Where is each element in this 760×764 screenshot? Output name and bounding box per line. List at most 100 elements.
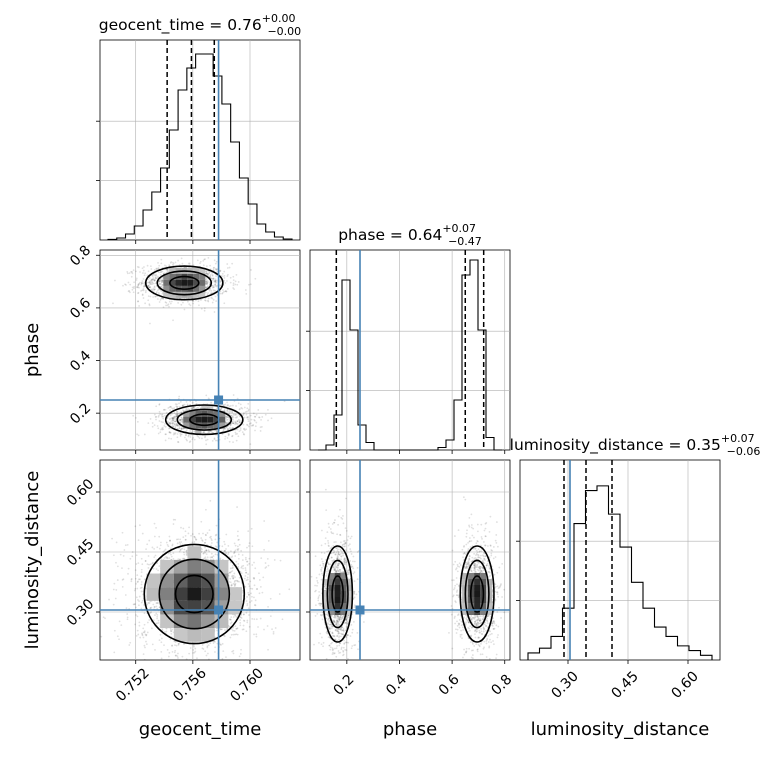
density-cell xyxy=(219,417,225,423)
sample-point xyxy=(143,653,145,655)
sample-point xyxy=(188,263,190,265)
sample-point xyxy=(238,554,240,556)
sample-point xyxy=(219,279,221,281)
sample-point xyxy=(235,432,237,434)
sample-point xyxy=(207,294,209,296)
sample-point xyxy=(227,274,229,276)
sample-point xyxy=(226,263,228,265)
sample-point xyxy=(185,535,187,537)
sample-point xyxy=(248,614,250,616)
sample-point xyxy=(235,561,237,563)
sample-point xyxy=(156,618,158,620)
sample-point xyxy=(209,275,211,277)
sample-point xyxy=(188,434,190,436)
sample-point xyxy=(235,550,237,552)
sample-point xyxy=(112,302,114,304)
sample-point xyxy=(213,555,215,557)
sample-point xyxy=(242,554,244,556)
sample-point xyxy=(240,653,242,655)
sample-point xyxy=(137,581,139,583)
sample-point xyxy=(280,560,282,562)
sample-point xyxy=(231,634,233,636)
sample-point xyxy=(231,435,233,437)
sample-point xyxy=(163,306,165,308)
sample-point xyxy=(213,281,215,283)
sample-point xyxy=(142,533,144,535)
sample-point xyxy=(246,407,248,409)
sample-point xyxy=(186,440,188,442)
sample-point xyxy=(172,319,174,321)
sample-point xyxy=(169,301,171,303)
sample-point xyxy=(255,604,257,606)
sample-point xyxy=(233,288,235,290)
sample-point xyxy=(151,627,153,629)
sample-point xyxy=(141,581,143,583)
sample-point xyxy=(231,628,233,630)
sample-point xyxy=(204,299,206,301)
sample-point xyxy=(245,559,247,561)
sample-point xyxy=(238,402,240,404)
sample-point xyxy=(163,425,165,427)
sample-point xyxy=(194,541,196,543)
sample-point xyxy=(130,580,132,582)
sample-point xyxy=(245,557,247,559)
sample-point xyxy=(134,588,136,590)
sample-point xyxy=(246,622,248,624)
sample-point xyxy=(250,415,252,417)
title-main: geocent_time = 0.76 xyxy=(99,16,262,35)
sample-point xyxy=(251,618,253,620)
density-cell xyxy=(175,280,181,286)
sample-point xyxy=(212,302,214,304)
density-cell xyxy=(201,417,207,423)
sample-point xyxy=(165,269,167,271)
sample-point xyxy=(232,419,234,421)
sample-point xyxy=(160,271,162,273)
sample-point xyxy=(251,419,253,421)
sample-point xyxy=(137,599,139,601)
sample-point xyxy=(135,270,137,272)
sample-point xyxy=(253,413,255,415)
sample-point xyxy=(142,272,144,274)
sample-point xyxy=(267,420,269,422)
sample-point xyxy=(204,258,206,260)
sample-point xyxy=(258,416,260,418)
sample-point xyxy=(190,647,192,649)
sample-point xyxy=(205,443,207,445)
sample-point xyxy=(148,270,150,272)
sample-point xyxy=(177,433,179,435)
sample-point xyxy=(158,536,160,538)
sample-point xyxy=(247,592,249,594)
sample-point xyxy=(247,573,249,575)
sample-point xyxy=(131,276,133,278)
sample-point xyxy=(273,631,275,633)
sample-point xyxy=(232,405,234,407)
sample-point xyxy=(248,583,250,585)
sample-point xyxy=(160,259,162,261)
sample-point xyxy=(122,579,124,581)
sample-point xyxy=(180,401,182,403)
sample-point xyxy=(263,520,265,522)
sample-point xyxy=(190,436,192,438)
sample-point xyxy=(149,277,151,279)
sample-point xyxy=(180,304,182,306)
sample-point xyxy=(155,419,157,421)
sample-point xyxy=(240,403,242,405)
sample-point xyxy=(225,656,227,658)
sample-point xyxy=(224,436,226,438)
sample-point xyxy=(205,539,207,541)
sample-point xyxy=(120,554,122,556)
sample-point xyxy=(94,277,96,279)
sample-point xyxy=(243,625,245,627)
sample-point xyxy=(145,290,147,292)
sample-point xyxy=(154,523,156,525)
sample-point xyxy=(207,532,209,534)
sample-point xyxy=(246,603,248,605)
sample-point xyxy=(197,407,199,409)
sample-point xyxy=(208,658,210,660)
sample-point xyxy=(231,411,233,413)
sample-point xyxy=(229,425,231,427)
panel-frame xyxy=(310,250,510,450)
sample-point xyxy=(251,600,253,602)
sample-point xyxy=(225,415,227,417)
sample-point xyxy=(204,307,206,309)
